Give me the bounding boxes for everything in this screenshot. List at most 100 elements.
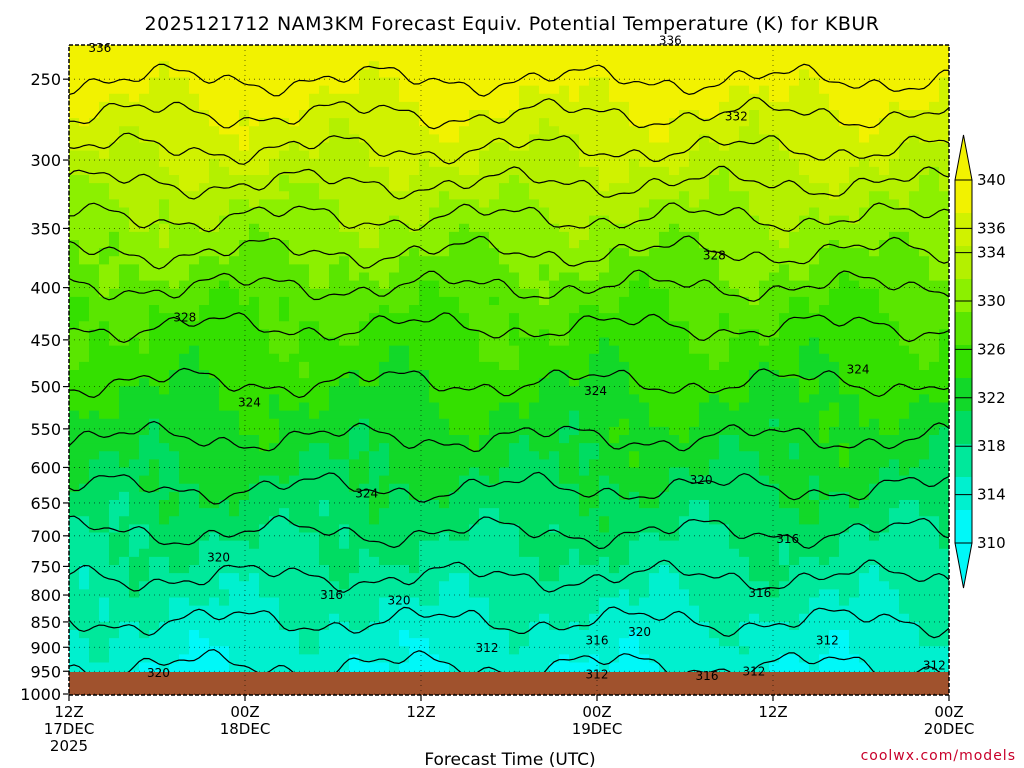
field-cell xyxy=(499,93,510,103)
field-cell xyxy=(169,118,180,127)
field-cell xyxy=(659,581,670,590)
field-cell xyxy=(409,361,420,371)
field-cell xyxy=(129,524,140,534)
field-cell xyxy=(189,53,200,62)
field-cell xyxy=(259,353,270,363)
field-cell xyxy=(139,142,150,152)
field-cell xyxy=(479,305,490,314)
field-cell xyxy=(99,45,110,54)
field-cell xyxy=(169,134,180,144)
field-cell xyxy=(189,483,200,493)
field-cell xyxy=(289,524,300,534)
field-cell xyxy=(219,394,230,404)
field-cell xyxy=(399,548,410,558)
field-cell xyxy=(69,605,80,615)
field-cell xyxy=(109,337,120,347)
field-cell xyxy=(309,410,320,420)
field-cell xyxy=(549,77,560,87)
field-cell xyxy=(79,386,90,395)
field-cell xyxy=(459,110,470,119)
field-cell xyxy=(659,199,670,209)
field-cell xyxy=(649,240,660,249)
field-cell xyxy=(469,361,480,371)
field-cell xyxy=(319,361,330,371)
field-cell xyxy=(459,150,470,160)
field-cell xyxy=(479,378,490,387)
field-cell xyxy=(109,296,120,306)
field-cell xyxy=(279,280,290,290)
field-cell xyxy=(359,353,370,363)
field-cell xyxy=(649,53,660,62)
field-cell xyxy=(409,288,420,298)
field-cell xyxy=(369,296,380,306)
field-cell xyxy=(509,85,520,95)
field-cell xyxy=(419,370,430,379)
field-cell xyxy=(629,483,640,493)
field-cell xyxy=(69,183,80,192)
field-cell xyxy=(509,418,520,428)
field-cell xyxy=(149,313,160,322)
field-cell xyxy=(199,215,210,225)
field-cell xyxy=(369,337,380,347)
field-cell xyxy=(159,207,170,217)
field-cell xyxy=(269,256,280,265)
field-cell xyxy=(219,345,230,355)
field-cell xyxy=(259,605,270,615)
field-cell xyxy=(89,459,100,469)
field-cell xyxy=(179,110,190,119)
field-cell xyxy=(539,45,550,54)
field-cell xyxy=(179,256,190,265)
field-cell xyxy=(369,630,380,639)
field-cell xyxy=(509,313,520,322)
field-cell xyxy=(609,280,620,290)
field-cell xyxy=(589,126,600,135)
field-cell xyxy=(279,638,290,647)
field-cell xyxy=(79,443,90,452)
field-cell xyxy=(269,605,280,615)
field-cell xyxy=(449,85,460,95)
field-cell xyxy=(99,313,110,322)
field-cell xyxy=(339,329,350,339)
field-cell xyxy=(559,565,570,574)
field-cell xyxy=(189,175,200,184)
field-cell xyxy=(559,662,570,672)
field-cell xyxy=(389,638,400,647)
field-cell xyxy=(489,248,500,257)
field-cell xyxy=(279,508,290,517)
field-cell xyxy=(219,45,230,54)
field-cell xyxy=(279,418,290,428)
field-cell xyxy=(549,418,560,428)
field-cell xyxy=(459,69,470,79)
field-cell xyxy=(429,630,440,639)
field-cell xyxy=(359,191,370,200)
field-cell xyxy=(659,69,670,79)
field-cell xyxy=(259,532,270,542)
field-cell xyxy=(619,646,630,655)
field-cell xyxy=(349,53,360,62)
field-cell xyxy=(69,158,80,168)
field-cell xyxy=(389,556,400,566)
field-cell xyxy=(459,45,470,54)
field-cell xyxy=(119,305,130,314)
field-cell xyxy=(619,134,630,144)
field-cell xyxy=(189,646,200,655)
field-cell xyxy=(499,491,510,501)
field-cell xyxy=(339,53,350,62)
field-cell xyxy=(459,272,470,282)
field-cell xyxy=(549,435,560,444)
field-cell xyxy=(639,353,650,363)
field-cell xyxy=(249,313,260,322)
field-cell xyxy=(69,296,80,306)
field-cell xyxy=(269,662,280,672)
field-cell xyxy=(169,85,180,95)
field-cell xyxy=(199,459,210,469)
field-cell xyxy=(659,61,670,70)
field-cell xyxy=(149,524,160,534)
field-cell xyxy=(689,77,700,87)
field-cell xyxy=(229,256,240,265)
field-cell xyxy=(659,662,670,672)
field-cell xyxy=(629,443,640,452)
field-cell xyxy=(139,540,150,550)
field-cell xyxy=(469,256,480,265)
field-cell xyxy=(129,394,140,404)
